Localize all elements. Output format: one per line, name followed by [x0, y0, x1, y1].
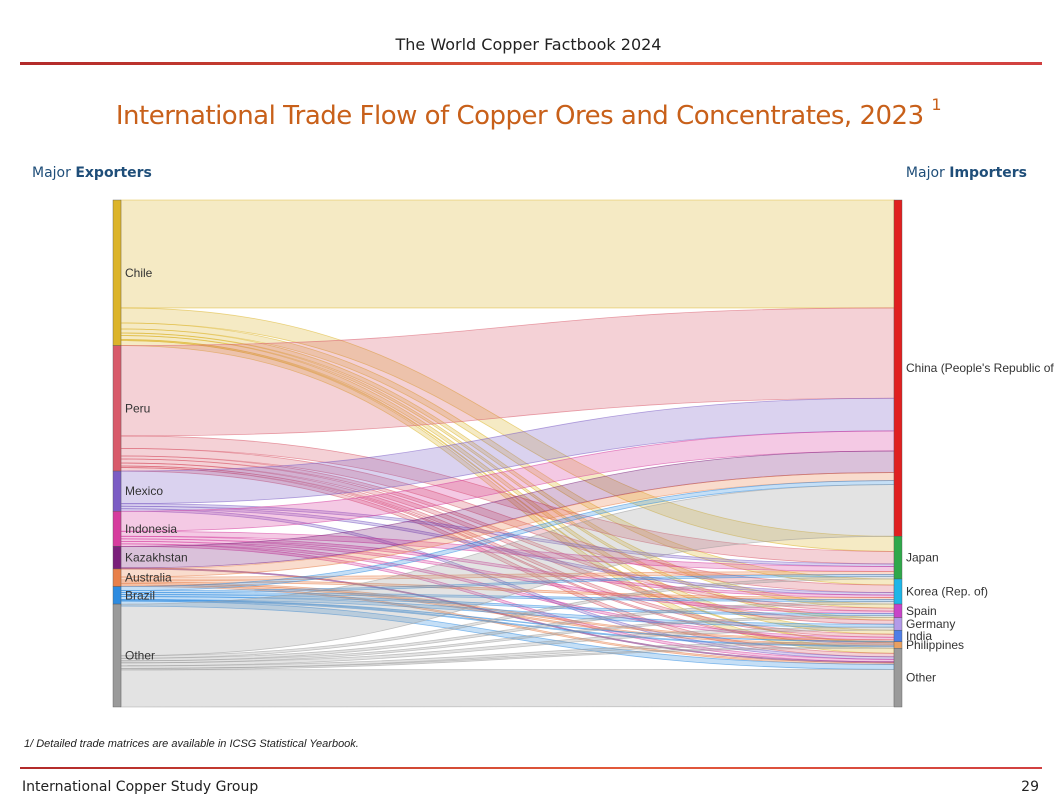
footer-rule [20, 767, 1042, 769]
footer-org: International Copper Study Group [22, 779, 259, 795]
exporters-heading: Major Exporters [32, 165, 152, 181]
chart-title-text: International Trade Flow of Copper Ores … [115, 101, 924, 131]
exporter-node-indonesia [112, 511, 122, 547]
exporter-node-chile [112, 199, 122, 346]
importer-label-india: India [906, 629, 932, 643]
exporter-node-mexico [112, 470, 122, 512]
importers-heading-prefix: Major [905, 165, 950, 181]
importer-label-germany: Germany [906, 617, 955, 631]
importer-node-japan [893, 536, 903, 580]
exporter-node-other [112, 603, 122, 708]
exporter-node-brazil [112, 586, 122, 605]
importer-label-philippines: Philippines [906, 638, 964, 652]
importer-node-spain [893, 603, 903, 618]
importer-node-china-people-s-republic-of [893, 199, 903, 537]
footnote: 1/ Detailed trade matrices are available… [24, 738, 359, 750]
exporter-label-brazil: Brazil [125, 588, 155, 602]
importers-heading: Major Importers [906, 165, 1027, 181]
importer-node-other [893, 648, 903, 708]
chart-title: International Trade Flow of Copper Ores … [0, 95, 1057, 131]
title-footnote-mark: 1 [931, 95, 942, 114]
importer-label-korea-rep-of: Korea (Rep. of) [906, 585, 988, 599]
importer-label-other: Other [906, 671, 936, 685]
importer-label-china-people-s-republic-of: China (People's Republic of [906, 361, 1054, 375]
sankey-diagram: Chile Peru Mexico Indonesia Kazakhstan Austra… [112, 199, 1054, 708]
exporter-label-kazakhstan: Kazakhstan [125, 551, 188, 565]
exporter-node-australia [112, 568, 122, 587]
importer-label-spain: Spain [906, 604, 937, 618]
header-rule [20, 62, 1042, 65]
exporter-label-indonesia: Indonesia [125, 522, 177, 536]
exporter-label-other: Other [125, 649, 155, 663]
flow-chile-to-china-people-s-republic-of [120, 199, 895, 309]
importer-node-india [893, 629, 903, 642]
exporter-label-mexico: Mexico [125, 484, 163, 498]
importers-heading-bold: Importers [949, 165, 1027, 181]
exporters-heading-bold: Exporters [75, 165, 152, 181]
page-number: 29 [1021, 779, 1039, 795]
exporter-label-peru: Peru [125, 401, 150, 415]
importer-node-germany [893, 617, 903, 631]
flows [120, 199, 895, 708]
importer-label-japan: Japan [906, 551, 939, 565]
importer-node-korea-rep-of [893, 578, 903, 605]
exporters-heading-prefix: Major [32, 165, 76, 181]
page-header-title: The World Copper Factbook 2024 [395, 35, 662, 54]
exporter-node-kazakhstan [112, 546, 122, 570]
exporter-label-chile: Chile [125, 266, 153, 280]
flow-other-to-other [120, 668, 895, 708]
importer-node-philippines [893, 641, 903, 649]
exporter-label-australia: Australia [125, 571, 172, 585]
exporter-node-peru [112, 345, 122, 472]
